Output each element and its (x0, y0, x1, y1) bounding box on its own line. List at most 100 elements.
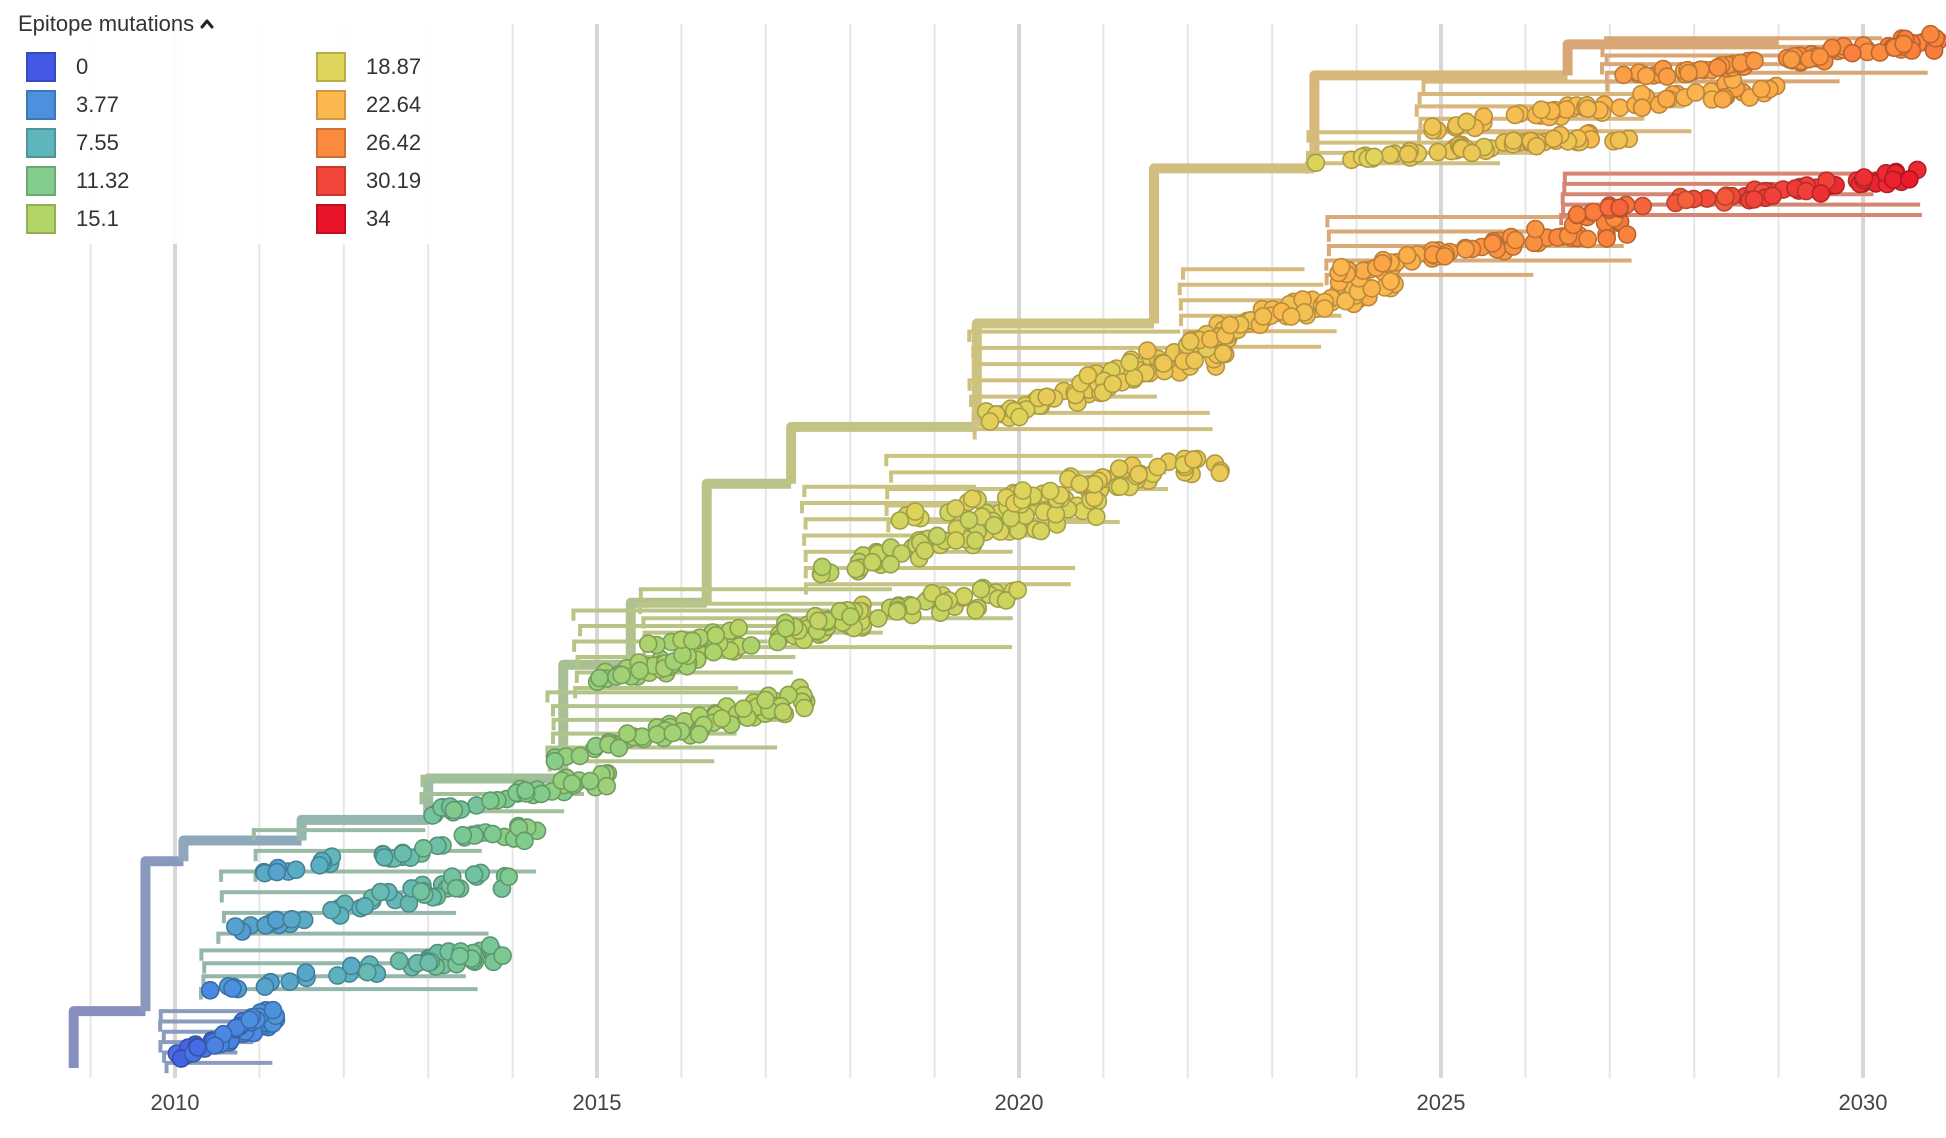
tree-tip[interactable] (188, 1038, 207, 1057)
tree-tip[interactable] (809, 611, 828, 631)
tree-tip[interactable] (1070, 474, 1090, 494)
tree-tip[interactable] (322, 900, 341, 920)
tree-tip[interactable] (741, 636, 761, 655)
tree-tip[interactable] (706, 625, 726, 645)
tree-tip[interactable] (286, 860, 306, 880)
tree-tip[interactable] (683, 631, 702, 651)
tree-tip[interactable] (959, 510, 979, 530)
tree-tip[interactable] (1526, 219, 1545, 239)
tree-tip[interactable] (984, 516, 1004, 535)
tree-tip[interactable] (1040, 481, 1060, 501)
tree-tip[interactable] (205, 1036, 225, 1055)
tree-tip[interactable] (310, 855, 329, 875)
tree-tip[interactable] (1752, 79, 1771, 99)
tree-tip[interactable] (1744, 190, 1764, 209)
tree-tip[interactable] (1483, 234, 1502, 253)
tree-tip[interactable] (483, 824, 503, 844)
tree-tip[interactable] (570, 746, 590, 766)
tree-tip[interactable] (1110, 477, 1130, 497)
tree-tip[interactable] (756, 690, 775, 710)
tree-tip[interactable] (597, 776, 617, 796)
tree-tip[interactable] (1527, 136, 1546, 156)
tree-tip[interactable] (729, 618, 749, 638)
tree-tip[interactable] (1843, 43, 1862, 63)
tree-tip[interactable] (499, 867, 519, 887)
tree-tip[interactable] (266, 910, 286, 930)
tree-tip[interactable] (1763, 186, 1782, 206)
tree-tip[interactable] (240, 1010, 260, 1030)
tree-tip[interactable] (450, 946, 470, 966)
tree-tip[interactable] (1921, 24, 1940, 44)
tree-tip[interactable] (1883, 170, 1903, 189)
tree-tip[interactable] (892, 544, 911, 563)
tree-tip[interactable] (374, 848, 394, 867)
tree-tip[interactable] (1676, 190, 1696, 210)
tree-tip[interactable] (355, 896, 375, 916)
tree-tip[interactable] (1281, 307, 1301, 326)
tree-tip[interactable] (704, 642, 723, 662)
tree-tip[interactable] (1253, 307, 1273, 326)
tree-tip[interactable] (1456, 240, 1475, 259)
tree-tip[interactable] (1180, 332, 1200, 351)
tree-tip[interactable] (1138, 341, 1157, 360)
tree-tip[interactable] (1124, 368, 1144, 388)
tree-tip[interactable] (841, 607, 860, 626)
tree-tip[interactable] (609, 738, 629, 758)
tree-tip[interactable] (389, 951, 409, 971)
tree-tip[interactable] (226, 917, 245, 936)
tree-tip[interactable] (282, 909, 302, 929)
tree-tip[interactable] (1154, 354, 1173, 373)
tree-tip[interactable] (1120, 353, 1139, 372)
tree-tip[interactable] (1657, 89, 1676, 109)
tree-tip[interactable] (480, 936, 500, 955)
tree-tip[interactable] (712, 709, 732, 728)
tree-tip[interactable] (280, 972, 300, 992)
tree-tip[interactable] (414, 838, 433, 858)
tree-tip[interactable] (954, 586, 974, 606)
tree-tip[interactable] (1610, 98, 1630, 117)
tree-tip[interactable] (1504, 131, 1523, 150)
tree-tip[interactable] (516, 781, 535, 800)
tree-tip[interactable] (647, 725, 667, 744)
tree-tip[interactable] (1381, 271, 1400, 291)
tree-tip[interactable] (1782, 50, 1801, 69)
tree-tip[interactable] (768, 632, 787, 652)
tree-tip[interactable] (1031, 521, 1051, 541)
legend-toggle[interactable]: Epitope mutations (18, 8, 498, 40)
tree-tip[interactable] (1362, 279, 1381, 298)
tree-tip[interactable] (630, 661, 650, 681)
tree-tip[interactable] (1457, 112, 1476, 132)
tree-tip[interactable] (934, 593, 954, 612)
tree-tip[interactable] (562, 774, 582, 793)
tree-tip[interactable] (1708, 58, 1728, 77)
tree-tip[interactable] (971, 579, 991, 599)
tree-tip[interactable] (545, 751, 565, 771)
tree-tip[interactable] (1745, 51, 1764, 71)
tree-tip[interactable] (1657, 67, 1677, 86)
tree-tip[interactable] (263, 1000, 283, 1020)
tree-tip[interactable] (1435, 246, 1455, 266)
tree-tip[interactable] (795, 698, 814, 718)
tree-tip[interactable] (1578, 99, 1597, 118)
tree-tip[interactable] (966, 600, 986, 620)
tree-tip[interactable] (1103, 374, 1122, 394)
tree-tip[interactable] (223, 979, 242, 998)
tree-tip[interactable] (493, 946, 512, 966)
tree-tip[interactable] (1617, 225, 1637, 244)
tree-tip[interactable] (1110, 459, 1129, 478)
tree-tip[interactable] (296, 963, 316, 983)
tree-tip[interactable] (341, 956, 361, 976)
tree-tip[interactable] (946, 531, 966, 550)
tree-tip[interactable] (617, 724, 637, 743)
tree-tip[interactable] (1633, 196, 1652, 216)
tree-tip[interactable] (357, 962, 377, 982)
tree-tip[interactable] (1220, 315, 1240, 335)
tree-tip[interactable] (1584, 202, 1603, 222)
tree-tip[interactable] (663, 723, 683, 743)
tree-tip[interactable] (1810, 47, 1830, 67)
tree-tip[interactable] (966, 531, 985, 550)
tree-tip[interactable] (1632, 98, 1652, 117)
tree-tip[interactable] (812, 557, 832, 577)
tree-tip[interactable] (1567, 205, 1587, 224)
tree-tip[interactable] (905, 502, 925, 521)
